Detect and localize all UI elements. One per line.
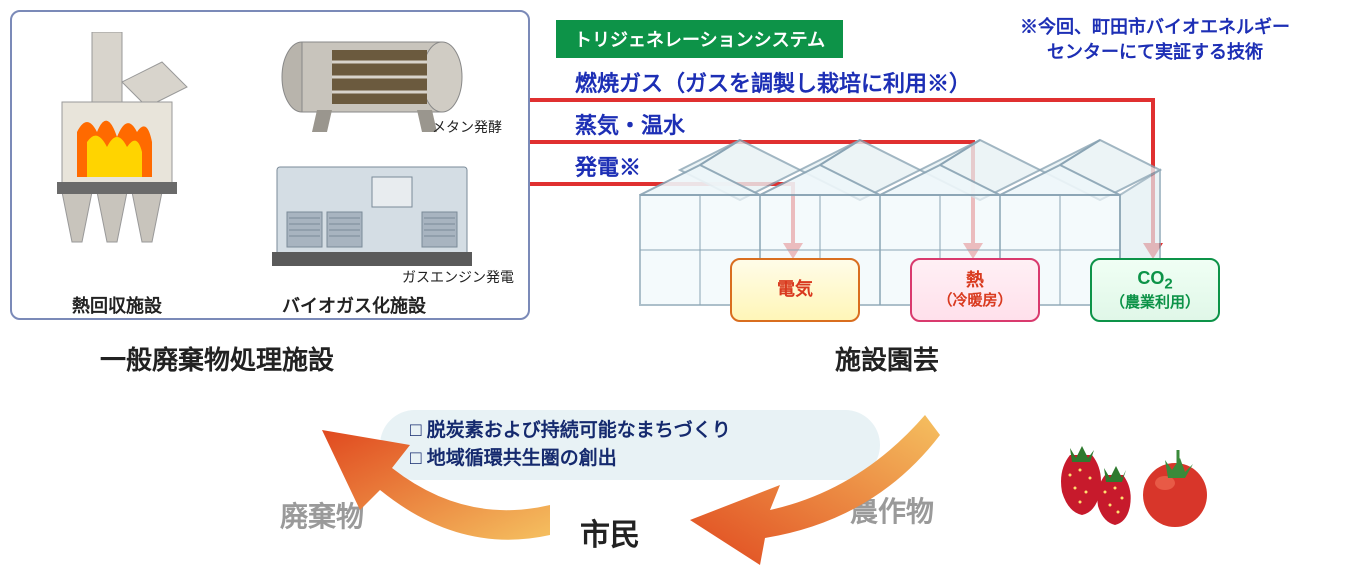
flow-h-power	[530, 182, 575, 186]
biogas-label: バイオガス化施設	[282, 292, 426, 318]
output-co2-line1: CO2	[1137, 268, 1172, 294]
flow-gas-label: 燃焼ガス（ガスを調製し栽培に利用※）	[575, 66, 971, 98]
output-electric-label: 電気	[777, 279, 813, 301]
flow-gas-line-h	[575, 98, 1155, 102]
output-heat-line1: 熱	[966, 270, 984, 292]
trigeneration-badge: トリジェネレーションシステム	[556, 20, 843, 58]
note-line1: ※今回、町田市バイオエネルギー	[1020, 17, 1290, 37]
demonstration-note: ※今回、町田市バイオエネルギー センターにて実証する技術	[1020, 15, 1290, 65]
produce-icons	[1040, 420, 1220, 540]
output-co2-line2: （農業利用）	[1110, 294, 1200, 312]
horticulture-title: 施設園芸	[835, 340, 939, 377]
incinerator-diagram	[32, 32, 212, 272]
methane-label: メタン発酵	[432, 117, 502, 137]
flow-h-gas	[530, 98, 575, 102]
gas-engine-diagram	[262, 152, 482, 282]
waste-facility-title: 一般廃棄物処理施設	[100, 340, 334, 377]
gas-engine-label: ガスエンジン発電	[402, 267, 514, 287]
heat-recovery-label: 熱回収施設	[72, 292, 162, 318]
arrow-waste	[280, 390, 580, 570]
arrow-produce	[660, 390, 960, 570]
output-box-heat: 熱 （冷暖房）	[910, 258, 1040, 322]
waste-facility-panel: 熱回収施設 メタン発酵	[10, 10, 530, 320]
output-heat-line2: （冷暖房）	[937, 292, 1012, 310]
output-box-electric: 電気	[730, 258, 860, 322]
note-line2: センターにて実証する技術	[1047, 42, 1263, 62]
citizen-label: 市民	[580, 510, 640, 554]
output-box-co2: CO2 （農業利用）	[1090, 258, 1220, 322]
flow-h-steam	[530, 140, 575, 144]
